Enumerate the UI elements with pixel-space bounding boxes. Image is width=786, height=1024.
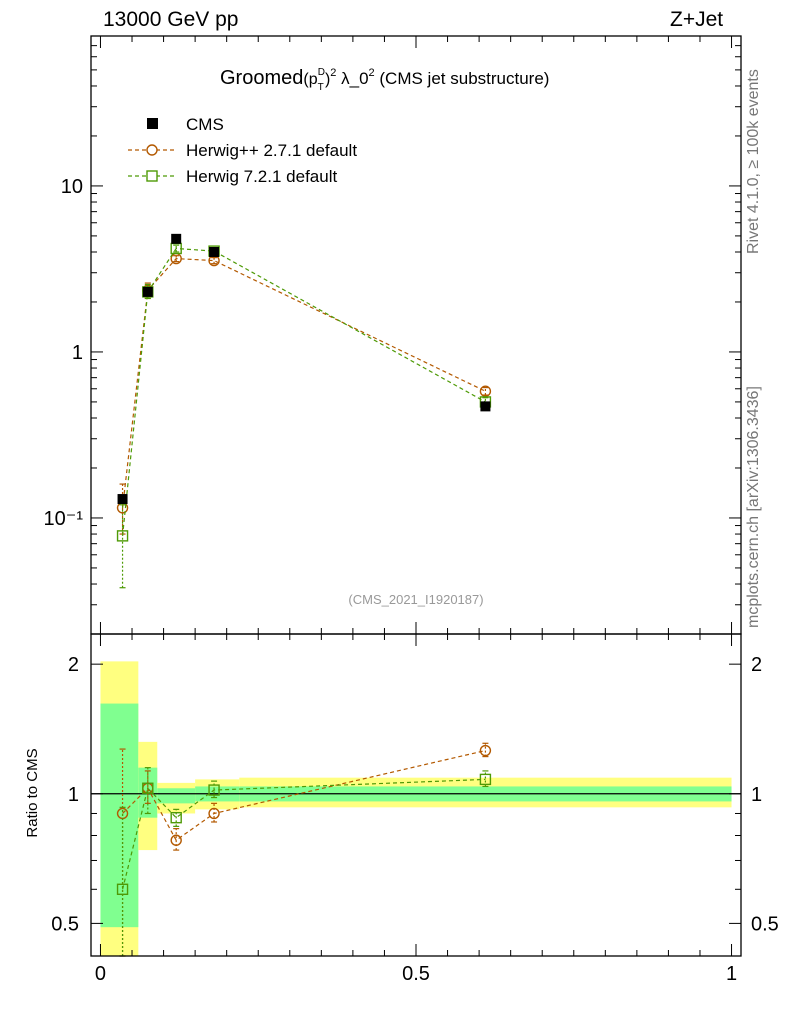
main-herwigpp-line [121, 257, 486, 508]
ratio-herwig7-line [121, 778, 486, 890]
ratio-herwig7-point-0 [116, 883, 129, 896]
ratio-herwig7-point-3 [208, 784, 220, 796]
ratio-herwigpp-point-2 [170, 834, 182, 846]
main-cms-point-4 [480, 401, 491, 412]
main-cms-point-0 [117, 494, 128, 505]
main-ytick-label: 10 [61, 176, 83, 198]
main-ytick-label: 1 [72, 342, 83, 364]
legend-entry-cms: CMS [147, 115, 224, 134]
main-cms-point-3 [209, 246, 220, 257]
ratio-ytick-label-right: 1 [751, 784, 762, 806]
ratio-band-green-0 [100, 703, 139, 928]
main-herwig7-point-0 [116, 530, 129, 542]
legend-marker-herwigpp [146, 144, 158, 156]
legend-entry-herwigpp: Herwig++ 2.7.1 default [128, 141, 357, 160]
legend-marker-cms [147, 118, 158, 129]
main-ytick-label: 10⁻¹ [44, 508, 84, 530]
main-herwigpp-point-4 [479, 385, 492, 397]
xtick-label: 0 [95, 963, 106, 985]
xtick-label: 0.5 [402, 963, 430, 985]
legend-label-herwig7: Herwig 7.2.1 default [186, 167, 337, 186]
legend-entry-herwig7: Herwig 7.2.1 default [128, 167, 337, 186]
ratio-band-green-2 [157, 788, 196, 804]
analysis-watermark: (CMS_2021_I1920187) [348, 592, 483, 607]
legend-label-herwigpp: Herwig++ 2.7.1 default [186, 141, 357, 160]
header-right: Z+Jet [670, 8, 724, 31]
header-left: 13000 GeV pp [103, 8, 239, 31]
ratio-ytick-label-left: 0.5 [51, 913, 79, 935]
ratio-ylabel: Ratio to CMS [24, 748, 41, 837]
legend-marker-herwig7 [146, 170, 158, 182]
xtick-label: 1 [726, 963, 737, 985]
main-cms-point-1 [142, 286, 153, 297]
main-cms-point-2 [171, 233, 182, 244]
ratio-ytick-label-left: 1 [68, 784, 79, 806]
chart-title: Groomed(pTD)2 λ_02 (CMS jet substructure… [220, 67, 549, 93]
ratio-ytick-label-right: 0.5 [751, 913, 779, 935]
ratio-herwigpp-point-3 [208, 807, 220, 820]
ratio-herwig7-point-4 [479, 773, 492, 786]
ratio-ytick-label-right: 2 [751, 654, 762, 676]
ratio-ytick-label-left: 2 [68, 654, 79, 676]
ratio-herwig7-point-1 [142, 782, 154, 794]
ratio-herwigpp-point-4 [479, 744, 492, 757]
legend: CMS Herwig++ 2.7.1 default Herwig 7.2.1 … [128, 115, 357, 186]
main-herwig7-line [121, 247, 486, 536]
legend-label-cms: CMS [186, 115, 224, 134]
ratio-herwig7-point-2 [170, 811, 182, 824]
